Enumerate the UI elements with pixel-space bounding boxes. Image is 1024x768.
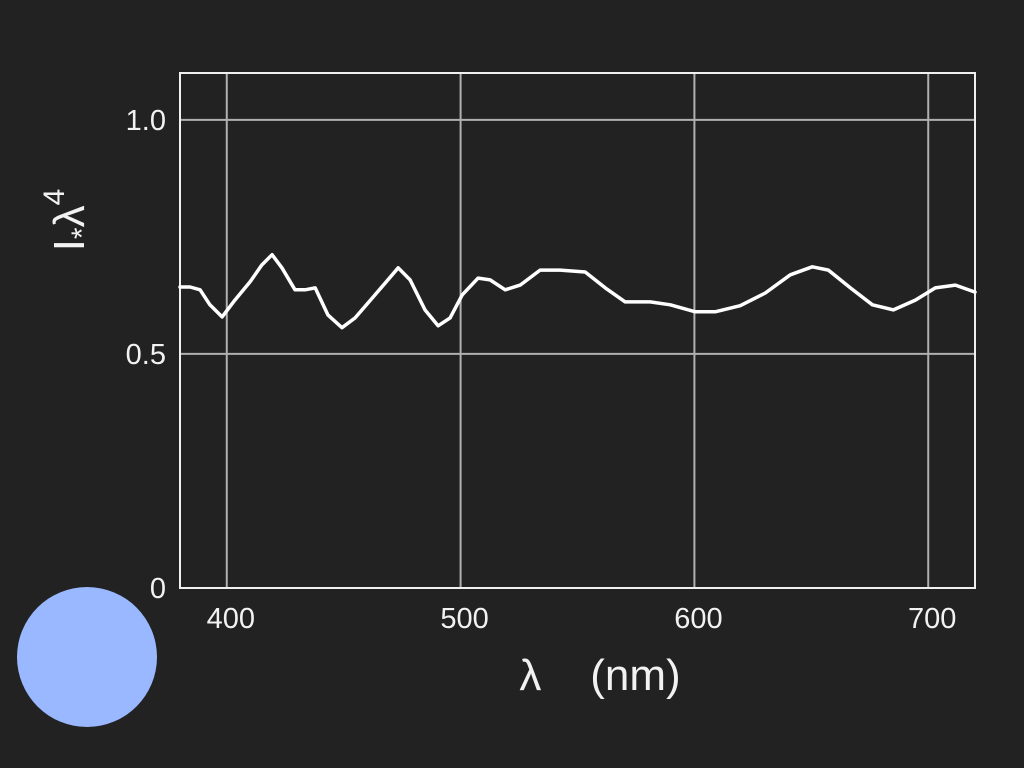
grid: [180, 73, 975, 589]
y-tick-label: 1.0: [126, 105, 166, 137]
x-axis-label: λ (nm): [519, 651, 680, 700]
x-tick-label: 700: [908, 603, 956, 635]
y-tick-label: 0.5: [126, 339, 166, 371]
x-tick-label: 500: [440, 603, 488, 635]
color-swatch: [17, 587, 157, 727]
y-label-part: 4: [38, 189, 71, 206]
data-line: [178, 252, 977, 330]
tick-labels: 400 500 600 700 0 0.5 1.0: [126, 105, 957, 635]
y-axis-label: I*λ4: [38, 189, 99, 252]
plot-marks: [178, 252, 977, 330]
x-tick-label: 600: [674, 603, 722, 635]
y-label-part: λ: [45, 205, 94, 227]
y-label-part: *: [66, 227, 99, 239]
plot-frame: [179, 72, 976, 589]
x-tick-label: 400: [207, 603, 255, 635]
y-tick-label: 0: [150, 573, 166, 605]
y-label-part: I: [45, 239, 94, 251]
